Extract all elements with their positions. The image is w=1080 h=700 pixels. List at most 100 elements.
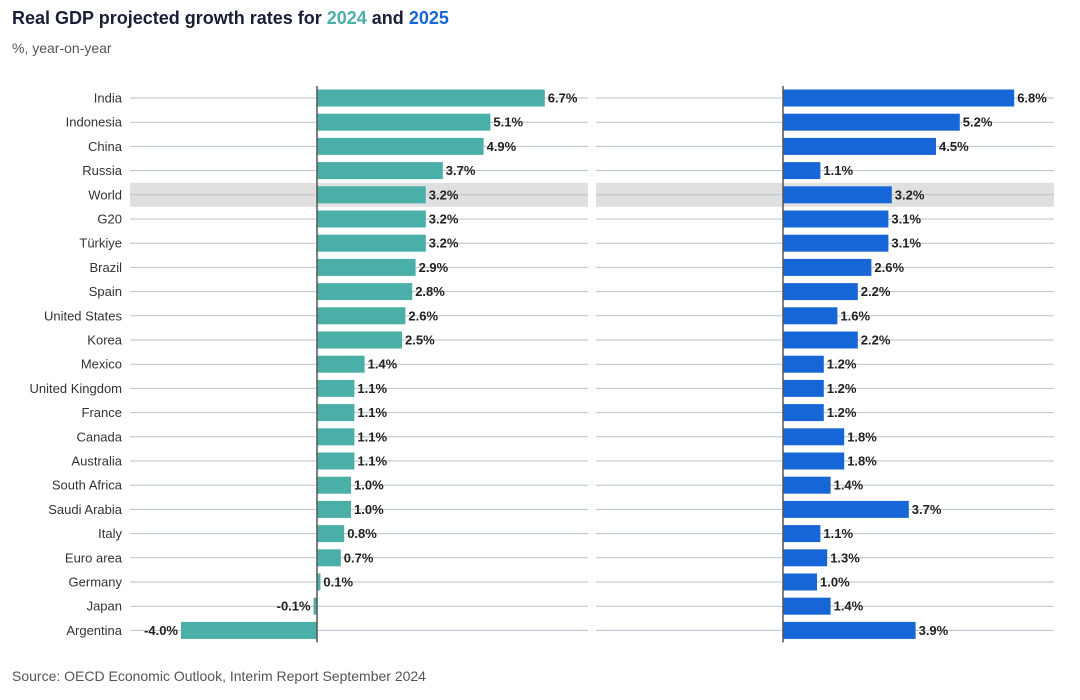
category-label-united-states: United States xyxy=(44,308,123,323)
value-label-2025-world: 3.2% xyxy=(895,187,925,202)
value-label-2025-argentina: 3.9% xyxy=(919,623,949,638)
category-label-saudi-arabia: Saudi Arabia xyxy=(48,502,122,517)
category-label-indonesia: Indonesia xyxy=(66,115,123,130)
source-note: Source: OECD Economic Outlook, Interim R… xyxy=(12,668,426,684)
bar-2024-united-states xyxy=(317,307,406,325)
bar-2024-argentina xyxy=(181,621,317,639)
category-label-world: World xyxy=(88,187,122,202)
value-label-2025-italy: 1.1% xyxy=(823,526,853,541)
bar-2024-korea xyxy=(317,331,402,349)
category-label-euro-area: Euro area xyxy=(65,550,123,565)
category-label-argentina: Argentina xyxy=(66,623,122,638)
bar-2025-spain xyxy=(783,283,858,301)
bar-2024-turkiye xyxy=(317,234,426,252)
value-label-2024-china: 4.9% xyxy=(487,139,517,154)
value-label-2025-china: 4.5% xyxy=(939,139,969,154)
category-label-russia: Russia xyxy=(82,163,123,178)
value-label-2024-brazil: 2.9% xyxy=(419,260,449,275)
bar-2025-united-states xyxy=(783,307,838,325)
bar-2024-euro-area xyxy=(317,549,341,567)
category-label-south-africa: South Africa xyxy=(52,478,123,493)
value-label-2025-indonesia: 5.2% xyxy=(963,115,993,130)
bar-2024-mexico xyxy=(317,355,365,373)
category-label-france: France xyxy=(82,405,122,420)
value-label-2024-italy: 0.8% xyxy=(347,526,377,541)
value-label-2024-euro-area: 0.7% xyxy=(344,550,374,565)
bar-2025-brazil xyxy=(783,258,872,276)
bar-2024-canada xyxy=(317,428,355,446)
value-label-2025-spain: 2.2% xyxy=(861,284,891,299)
bar-2024-france xyxy=(317,404,355,422)
bar-2024-g20 xyxy=(317,210,426,228)
bar-2025-korea xyxy=(783,331,858,349)
value-label-2025-saudi-arabia: 3.7% xyxy=(912,502,942,517)
value-label-2024-japan: -0.1% xyxy=(277,599,311,614)
category-label-china: China xyxy=(88,139,123,154)
value-label-2025-germany: 1.0% xyxy=(820,575,850,590)
category-label-mexico: Mexico xyxy=(81,357,122,372)
value-label-2025-euro-area: 1.3% xyxy=(830,550,860,565)
value-label-2025-g20: 3.1% xyxy=(891,212,921,227)
title-year-2024: 2024 xyxy=(326,8,367,28)
bar-2025-world xyxy=(783,186,892,204)
value-label-2024-united-states: 2.6% xyxy=(408,308,438,323)
value-label-2024-indonesia: 5.1% xyxy=(493,115,523,130)
bar-2025-indonesia xyxy=(783,113,960,131)
title-year-2025: 2025 xyxy=(408,8,449,28)
gdp-bar-chart: India Indonesia China Russia World G20 Türkiye… xyxy=(30,86,1054,643)
bar-2024-australia xyxy=(317,452,355,470)
value-label-2024-mexico: 1.4% xyxy=(368,357,398,372)
category-label-italy: Italy xyxy=(98,526,122,541)
category-label-spain: Spain xyxy=(89,284,122,299)
value-label-2024-india: 6.7% xyxy=(548,91,578,106)
bar-2024-japan xyxy=(313,597,317,615)
value-label-2025-brazil: 2.6% xyxy=(874,260,904,275)
value-label-2024-world: 3.2% xyxy=(429,187,459,202)
bar-2025-south-africa xyxy=(783,476,831,494)
bar-2024-china xyxy=(317,137,484,155)
value-label-2025-russia: 1.1% xyxy=(823,163,853,178)
bar-2025-turkiye xyxy=(783,234,889,252)
value-label-2024-south-africa: 1.0% xyxy=(354,478,384,493)
chart-title: Real GDP projected growth rates for 2024… xyxy=(12,8,449,29)
bar-2025-united-kingdom xyxy=(783,379,824,397)
chart-subtitle: %, year-on-year xyxy=(12,40,112,56)
value-label-2025-japan: 1.4% xyxy=(834,599,864,614)
bar-2024-spain xyxy=(317,283,413,301)
bar-2025-argentina xyxy=(783,621,916,639)
value-label-2025-canada: 1.8% xyxy=(847,429,877,444)
title-mid: and xyxy=(366,8,409,28)
category-label-united-kingdom: United Kingdom xyxy=(30,381,123,396)
category-label-brazil: Brazil xyxy=(89,260,122,275)
bar-2025-japan xyxy=(783,597,831,615)
value-label-2025-united-states: 1.6% xyxy=(840,308,870,323)
bar-2025-mexico xyxy=(783,355,824,373)
bar-2025-india xyxy=(783,89,1015,107)
value-label-2025-france: 1.2% xyxy=(827,405,857,420)
bar-2025-australia xyxy=(783,452,845,470)
bar-2025-china xyxy=(783,137,936,155)
value-label-2024-germany: 0.1% xyxy=(323,575,353,590)
bar-2025-g20 xyxy=(783,210,889,228)
bar-2025-germany xyxy=(783,573,817,591)
category-label-korea: Korea xyxy=(87,333,122,348)
value-label-2024-russia: 3.7% xyxy=(446,163,476,178)
bar-2025-russia xyxy=(783,162,821,180)
bar-2025-euro-area xyxy=(783,549,828,567)
category-label-india: India xyxy=(94,91,123,106)
category-label-canada: Canada xyxy=(76,429,122,444)
value-label-2025-mexico: 1.2% xyxy=(827,357,857,372)
bar-2024-germany xyxy=(317,573,321,591)
title-prefix: Real GDP projected growth rates for xyxy=(12,8,327,28)
bar-2025-canada xyxy=(783,428,845,446)
category-label-turkiye: Türkiye xyxy=(79,236,122,251)
bar-2024-south-africa xyxy=(317,476,351,494)
bar-2024-italy xyxy=(317,525,345,543)
value-label-2025-australia: 1.8% xyxy=(847,454,877,469)
value-label-2025-south-africa: 1.4% xyxy=(834,478,864,493)
value-label-2025-korea: 2.2% xyxy=(861,333,891,348)
value-label-2024-korea: 2.5% xyxy=(405,333,435,348)
category-label-g20: G20 xyxy=(97,212,122,227)
bar-2024-united-kingdom xyxy=(317,379,355,397)
bar-2025-italy xyxy=(783,525,821,543)
